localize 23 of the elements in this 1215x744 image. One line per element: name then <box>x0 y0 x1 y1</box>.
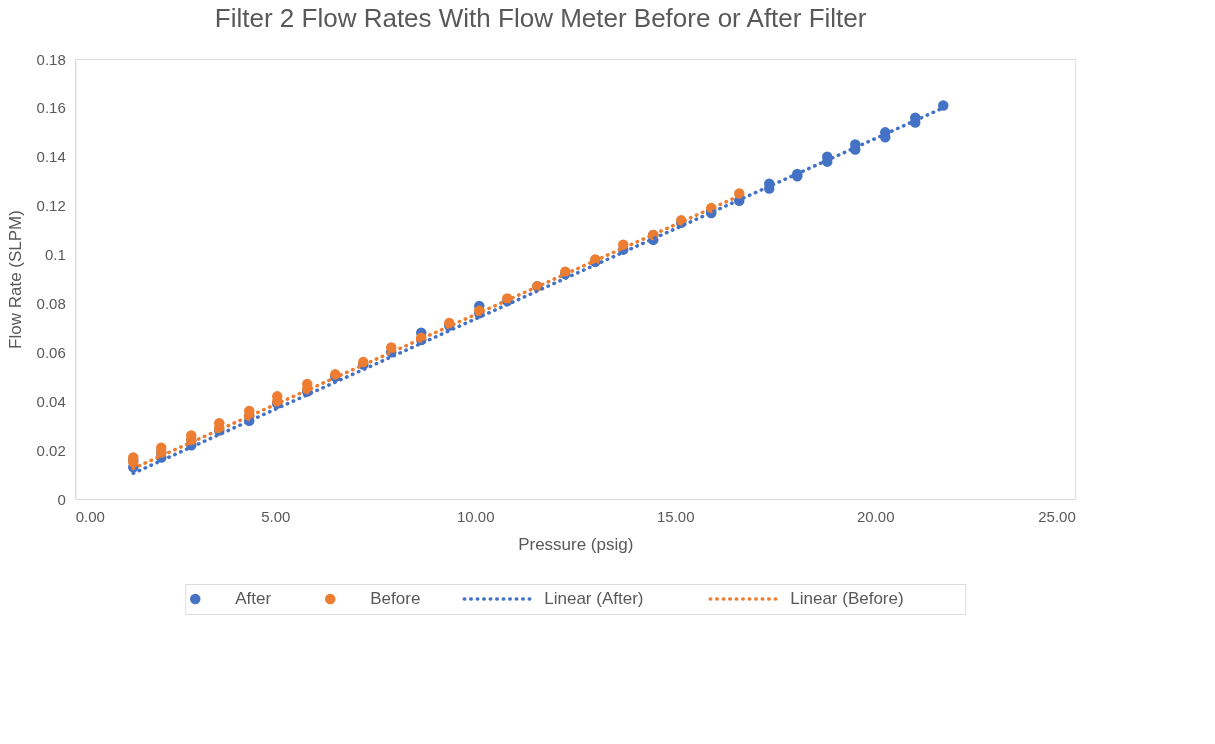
y-tick-label: 0.18 <box>36 50 66 68</box>
x-tick-label: 5.00 <box>261 507 291 525</box>
y-axis-title: Flow Rate (SLPM) <box>5 210 25 349</box>
y-tick-label: 0.14 <box>36 148 66 166</box>
y-tick-label: 0 <box>57 490 66 508</box>
x-axis-title: Pressure (psig) <box>518 534 634 554</box>
legend-label: Before <box>370 589 421 608</box>
legend-label: Linear (Before) <box>790 589 904 608</box>
x-tick-label: 20.00 <box>856 507 895 525</box>
y-tick-label: 0.02 <box>36 441 66 459</box>
y-tick-label: 0.08 <box>36 294 66 312</box>
y-tick-label: 0.12 <box>36 197 66 215</box>
y-tick-label: 0.04 <box>36 392 66 410</box>
x-tick-label: 15.00 <box>656 507 695 525</box>
x-tick-label: 0.00 <box>75 507 105 525</box>
x-tick-label: 10.00 <box>456 507 495 525</box>
chart-title: Filter 2 Flow Rates With Flow Meter Before or After Filter <box>214 2 867 33</box>
y-tick-label: 0.06 <box>36 343 66 361</box>
legend-label: Linear (After) <box>544 589 644 608</box>
y-tick-label: 0.1 <box>44 246 66 264</box>
y-tick-label: 0.16 <box>36 99 66 117</box>
legend-label: After <box>235 589 272 608</box>
x-tick-label: 25.00 <box>1038 507 1076 525</box>
